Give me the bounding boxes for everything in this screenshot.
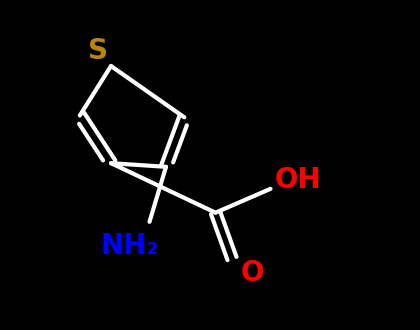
Text: S: S — [88, 37, 108, 65]
Text: OH: OH — [275, 166, 321, 194]
Text: NH₂: NH₂ — [100, 232, 158, 260]
Text: O: O — [240, 259, 264, 287]
